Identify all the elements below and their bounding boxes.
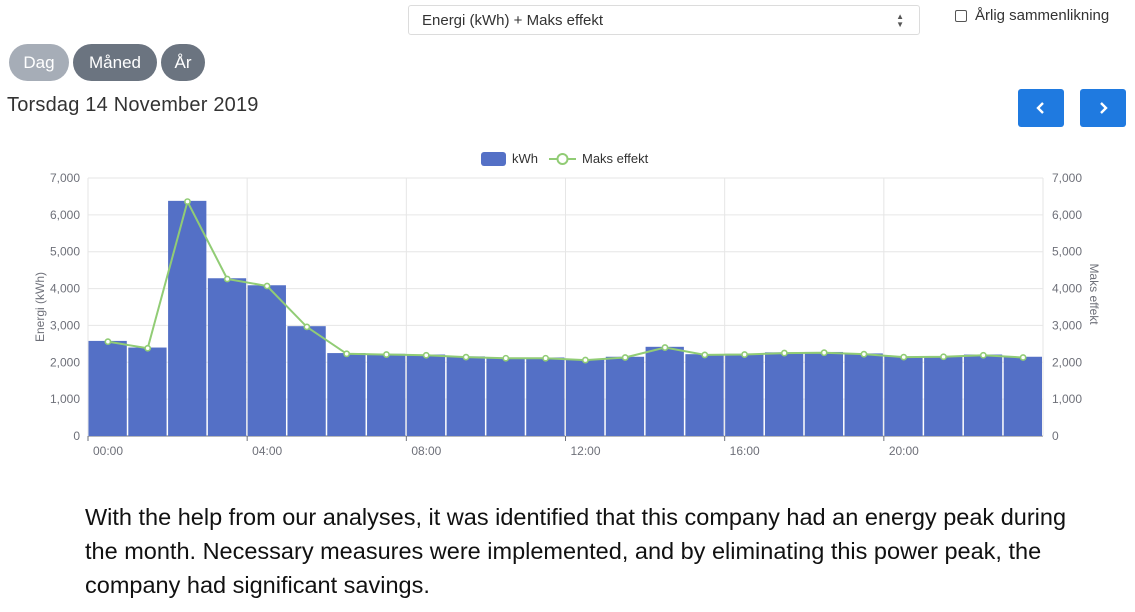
bar-1700 (764, 352, 804, 436)
bar-2000 (884, 356, 923, 436)
bar-1800 (804, 351, 844, 436)
y2-tick-label: 7,000 (1052, 171, 1082, 185)
x-tick-label: 04:00 (252, 444, 282, 458)
bar-1000 (486, 357, 525, 436)
maks-effekt-point-0900 (462, 353, 470, 361)
maks-effekt-point-0700 (383, 351, 390, 358)
y2-tick-label: 6,000 (1052, 208, 1082, 222)
maks-effekt-point-1900 (860, 350, 868, 358)
y-tick-label: 0 (73, 429, 80, 443)
y2-tick-label: 5,000 (1052, 245, 1082, 259)
y-tick-label: 3,000 (50, 318, 80, 332)
maks-effekt-point-2100 (940, 353, 947, 361)
bar-1200 (566, 359, 605, 436)
tab-ar[interactable]: År (161, 44, 205, 81)
checkbox-icon[interactable] (955, 9, 967, 22)
legend-maks-effekt-label: Maks effekt (582, 151, 649, 166)
maks-effekt-point-0200 (184, 198, 191, 205)
x-tick-label: 12:00 (570, 444, 600, 458)
yearly-compare-toggle[interactable]: Årlig sammenlikning (955, 7, 1109, 24)
bar-0400 (247, 285, 286, 436)
bar-2300 (1003, 356, 1042, 436)
y-tick-label: 6,000 (50, 208, 80, 222)
maks-effekt-point-1000 (502, 354, 510, 362)
y-axis-title: Energi (kWh) (33, 272, 47, 342)
x-tick-label: 20:00 (889, 444, 919, 458)
bar-0500 (287, 326, 326, 436)
next-day-button[interactable] (1080, 89, 1126, 127)
y-tick-label: 7,000 (50, 171, 80, 185)
bar-0000 (88, 340, 127, 436)
bar-1600 (725, 353, 764, 436)
bar-2100 (924, 356, 963, 436)
y2-tick-label: 3,000 (1052, 318, 1082, 332)
metric-select[interactable]: Energi (kWh) + Maks effekt ▲ ▼ (408, 5, 920, 35)
x-tick-label: 16:00 (730, 444, 760, 458)
y2-tick-label: 4,000 (1052, 282, 1082, 296)
chevron-left-icon (1036, 102, 1044, 114)
y2-tick-label: 1,000 (1052, 392, 1082, 406)
bar-0100 (128, 347, 167, 436)
maks-effekt-point-0600 (343, 350, 351, 358)
maks-effekt-point-1700 (780, 349, 788, 357)
y2-tick-label: 0 (1052, 429, 1059, 443)
yearly-compare-label: Årlig sammenlikning (975, 7, 1110, 24)
maks-effekt-point-0800 (422, 351, 430, 359)
maks-effekt-point-1100 (542, 354, 550, 362)
y-tick-label: 2,000 (50, 355, 80, 369)
tab-dag[interactable]: Dag (9, 44, 69, 81)
bar-0900 (446, 356, 485, 436)
bar-1500 (685, 354, 724, 436)
y2-axis-title: Maks effekt (1087, 263, 1101, 325)
caption-text: With the help from our analyses, it was … (85, 504, 1067, 598)
energy-chart: 0 0 1,000 1,000 2,000 2,000 3,000 3,000 4,000 4,0… (33, 151, 1101, 458)
maks-effekt-point-0100 (144, 344, 152, 352)
bar-0200 (168, 200, 207, 436)
prev-day-button[interactable] (1018, 89, 1064, 127)
maks-effekt-point-0500 (303, 323, 311, 331)
legend-kwh-swatch (481, 152, 506, 166)
y2-tick-label: 2,000 (1052, 355, 1082, 369)
maks-effekt-point-1800 (820, 349, 828, 357)
y-tick-label: 5,000 (50, 245, 80, 259)
select-arrows-icon: ▲ ▼ (896, 12, 904, 29)
tab-maned[interactable]: Måned (73, 44, 157, 81)
x-tick-label: 00:00 (93, 444, 123, 458)
legend-kwh-label: kWh (512, 151, 538, 166)
maks-effekt-point-0400 (263, 282, 271, 290)
maks-effekt-point-2000 (900, 353, 908, 361)
bar-1900 (844, 353, 883, 436)
maks-effekt-point-0300 (223, 275, 231, 283)
y-tick-label: 1,000 (50, 392, 80, 406)
bar-0600 (327, 353, 366, 436)
maks-effekt-point-1300 (621, 354, 629, 361)
metric-select-value: Energi (kWh) + Maks effekt (422, 11, 604, 29)
bar-1400 (645, 346, 684, 436)
bar-1300 (605, 356, 645, 436)
chevron-right-icon (1100, 102, 1108, 114)
date-label: Torsdag 14 November 2019 (7, 94, 259, 116)
bar-0700 (367, 353, 406, 436)
maks-effekt-point-2200 (979, 351, 987, 359)
bar-1100 (526, 357, 565, 436)
maks-effekt-point-1400 (661, 344, 669, 351)
maks-effekt-point-1600 (741, 351, 748, 358)
maks-effekt-point-0000 (104, 338, 112, 346)
bar-2200 (963, 354, 1003, 436)
maks-effekt-line (107, 198, 1024, 362)
maks-effekt-point-1200 (581, 356, 589, 364)
bar-0300 (207, 278, 247, 436)
y-tick-label: 4,000 (50, 282, 80, 296)
maks-effekt-point-1500 (701, 351, 709, 359)
bar-0800 (406, 354, 446, 436)
legend-maks-effekt-marker (556, 153, 569, 165)
maks-effekt-point-2300 (1019, 354, 1027, 361)
x-tick-label: 08:00 (411, 444, 441, 458)
